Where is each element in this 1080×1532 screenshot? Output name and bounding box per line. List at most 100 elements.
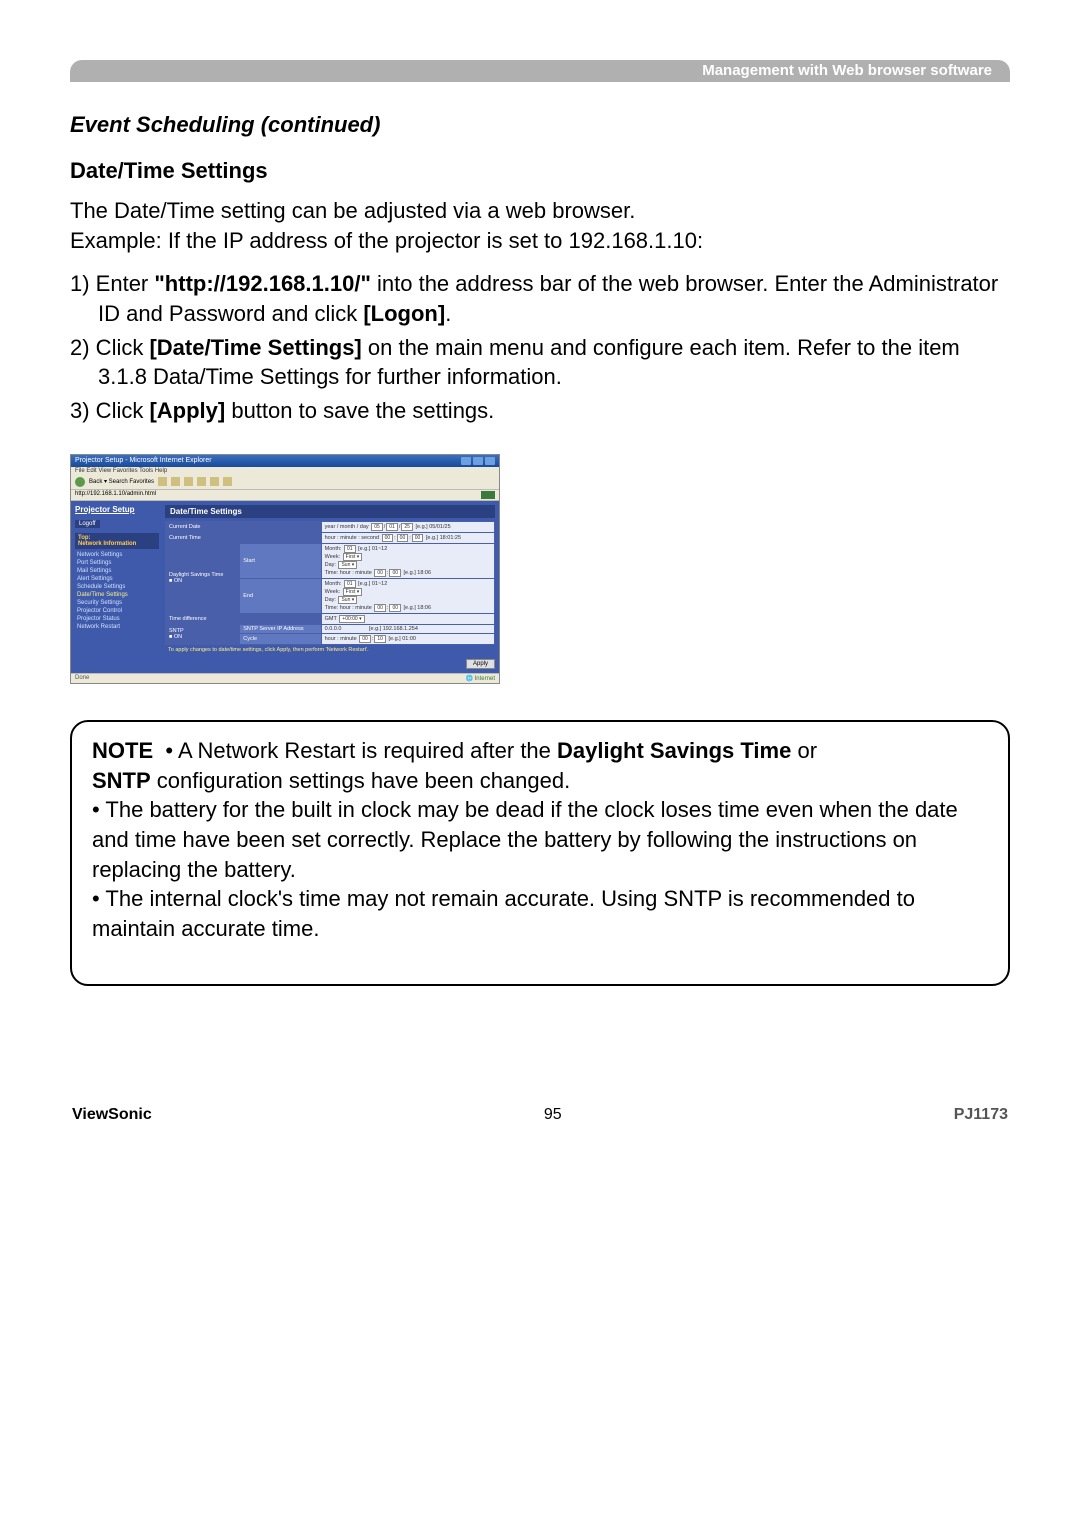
back-icon[interactable]	[75, 477, 85, 487]
row-sntp-ip: SNTP ■ ON SNTP Server IP Address 0.0.0.0…	[166, 624, 495, 633]
nav-header: Top: Network Information	[75, 533, 159, 549]
steps-list: 1) Enter "http://192.168.1.10/" into the…	[70, 269, 1010, 425]
cycle-m-input[interactable]: 10	[374, 635, 386, 643]
time-m-input[interactable]: 00	[397, 534, 409, 542]
toolbar-text: Back ▾ Search Favorites	[89, 478, 154, 485]
logoff-button[interactable]: Logoff	[75, 520, 100, 528]
label-sntp: SNTP ■ ON	[166, 624, 240, 644]
end-min-input[interactable]: 00	[389, 604, 401, 612]
settings-table: Current Date year / month / day 05/01/25…	[165, 521, 495, 645]
gmt-select[interactable]: +00:00 ▾	[339, 615, 364, 623]
start-month-input[interactable]: 01	[344, 545, 356, 553]
note-box: NOTE • A Network Restart is required aft…	[70, 720, 1010, 986]
end-week-select[interactable]: First ▾	[343, 588, 363, 596]
footer-left: ViewSonic	[72, 1106, 152, 1124]
date-y-input[interactable]: 05	[371, 523, 383, 531]
page: Management with Web browser software Eve…	[0, 0, 1080, 1164]
nav-network-settings[interactable]: Network Settings	[75, 551, 159, 559]
start-min-input[interactable]: 00	[389, 569, 401, 577]
nav-projector-control[interactable]: Projector Control	[75, 607, 159, 615]
intro-line-2: Example: If the IP address of the projec…	[70, 228, 703, 253]
footer-right: PJ1173	[954, 1106, 1008, 1124]
nav-port-settings[interactable]: Port Settings	[75, 559, 159, 567]
label-sntp-ip: SNTP Server IP Address	[240, 624, 321, 633]
start-day-select[interactable]: Sun ▾	[338, 561, 357, 569]
internet-icon: 🌐 Internet	[466, 675, 496, 682]
step-1: 1) Enter "http://192.168.1.10/" into the…	[70, 269, 1010, 328]
row-current-time: Current Time hour : minute : second 00:0…	[166, 532, 495, 543]
time-h-input[interactable]: 00	[382, 534, 394, 542]
dst-on-checkbox[interactable]: ■ ON	[169, 578, 182, 584]
value-current-time[interactable]: hour : minute : second 00:00:00 [e.g.] 1…	[321, 532, 494, 543]
nav-projector-status[interactable]: Projector Status	[75, 615, 159, 623]
start-hour-input[interactable]: 00	[374, 569, 386, 577]
sntp-on-checkbox[interactable]: ■ ON	[169, 634, 182, 640]
row-timediff: Time difference GMT +00:00 ▾	[166, 613, 495, 624]
value-end[interactable]: Month: 01 [e.g.] 01~12 Week: First ▾ Day…	[321, 578, 494, 613]
start-week-select[interactable]: First ▾	[343, 553, 363, 561]
label-timediff: Time difference	[166, 613, 322, 624]
panel-title: Date/Time Settings	[165, 505, 495, 518]
status-left: Done	[75, 675, 89, 682]
nav-security-settings[interactable]: Security Settings	[75, 599, 159, 607]
label-current-date: Current Date	[166, 521, 322, 532]
value-current-date[interactable]: year / month / day 05/01/25 [e.g.] 05/01…	[321, 521, 494, 532]
nav-alert-settings[interactable]: Alert Settings	[75, 575, 159, 583]
date-d-input[interactable]: 25	[401, 523, 413, 531]
home-icon[interactable]	[158, 477, 167, 486]
ie-menubar[interactable]: File Edit View Favorites Tools Help	[71, 467, 499, 475]
section-subtitle: Event Scheduling (continued)	[70, 112, 1010, 138]
note-line-3: • The battery for the built in clock may…	[92, 797, 958, 881]
address-text: http://192.168.1.10/admin.html	[75, 491, 156, 499]
header-bar: Management with Web browser software	[70, 60, 1010, 82]
value-start[interactable]: Month: 01 [e.g.] 01~12 Week: First ▾ Day…	[321, 543, 494, 578]
footer: ViewSonic 95 PJ1173	[70, 1106, 1010, 1124]
mail-icon[interactable]	[210, 477, 219, 486]
apply-button[interactable]: Apply	[466, 659, 495, 669]
main-panel: Date/Time Settings Current Date year / m…	[163, 501, 499, 673]
end-day-select[interactable]: Sun ▾	[338, 596, 357, 604]
sidebar: Projector Setup Logoff Top: Network Info…	[71, 501, 163, 673]
cycle-h-input[interactable]: 00	[359, 635, 371, 643]
step-2: 2) Click [Date/Time Settings] on the mai…	[70, 333, 1010, 392]
ie-body: Projector Setup Logoff Top: Network Info…	[71, 501, 499, 673]
value-sntp-ip[interactable]: 0.0.0.0 [e.g.] 192.168.1.254	[321, 624, 494, 633]
label-cycle: Cycle	[240, 633, 321, 644]
history-icon[interactable]	[197, 477, 206, 486]
go-icon[interactable]	[481, 491, 495, 499]
nav-datetime-settings[interactable]: Date/Time Settings	[75, 591, 159, 599]
search-icon[interactable]	[171, 477, 180, 486]
maximize-icon[interactable]	[473, 457, 483, 465]
ie-addressbar[interactable]: http://192.168.1.10/admin.html	[71, 490, 499, 501]
ie-window-title: Projector Setup - Microsoft Internet Exp…	[75, 457, 212, 465]
end-month-input[interactable]: 01	[344, 580, 356, 588]
close-icon[interactable]	[485, 457, 495, 465]
intro-line-1: The Date/Time setting can be adjusted vi…	[70, 198, 635, 223]
label-end: End	[240, 578, 321, 613]
label-current-time: Current Time	[166, 532, 322, 543]
note-heading: NOTE	[92, 738, 153, 763]
favorites-icon[interactable]	[184, 477, 193, 486]
nav-mail-settings[interactable]: Mail Settings	[75, 567, 159, 575]
minimize-icon[interactable]	[461, 457, 471, 465]
header-label: Management with Web browser software	[702, 62, 992, 79]
row-current-date: Current Date year / month / day 05/01/25…	[166, 521, 495, 532]
ie-toolbar[interactable]: Back ▾ Search Favorites	[71, 475, 499, 490]
intro-block: The Date/Time setting can be adjusted vi…	[70, 196, 1010, 255]
label-dst: Daylight Savings Time ■ ON	[166, 543, 240, 613]
print-icon[interactable]	[223, 477, 232, 486]
note-line-4: • The internal clock's time may not rema…	[92, 886, 915, 941]
value-cycle[interactable]: hour : minute 00:10 [e.g.] 01:00	[321, 633, 494, 644]
ie-statusbar: Done 🌐 Internet	[71, 673, 499, 683]
step-3: 3) Click [Apply] button to save the sett…	[70, 396, 1010, 426]
date-m-input[interactable]: 01	[386, 523, 398, 531]
nav-network-restart[interactable]: Network Restart	[75, 623, 159, 631]
nav-schedule-settings[interactable]: Schedule Settings	[75, 583, 159, 591]
window-controls[interactable]	[461, 457, 495, 465]
value-timediff[interactable]: GMT +00:00 ▾	[321, 613, 494, 624]
section-title: Date/Time Settings	[70, 158, 1010, 184]
label-start: Start	[240, 543, 321, 578]
time-s-input[interactable]: 00	[412, 534, 424, 542]
end-hour-input[interactable]: 00	[374, 604, 386, 612]
apply-note: To apply changes to date/time settings, …	[165, 645, 495, 655]
